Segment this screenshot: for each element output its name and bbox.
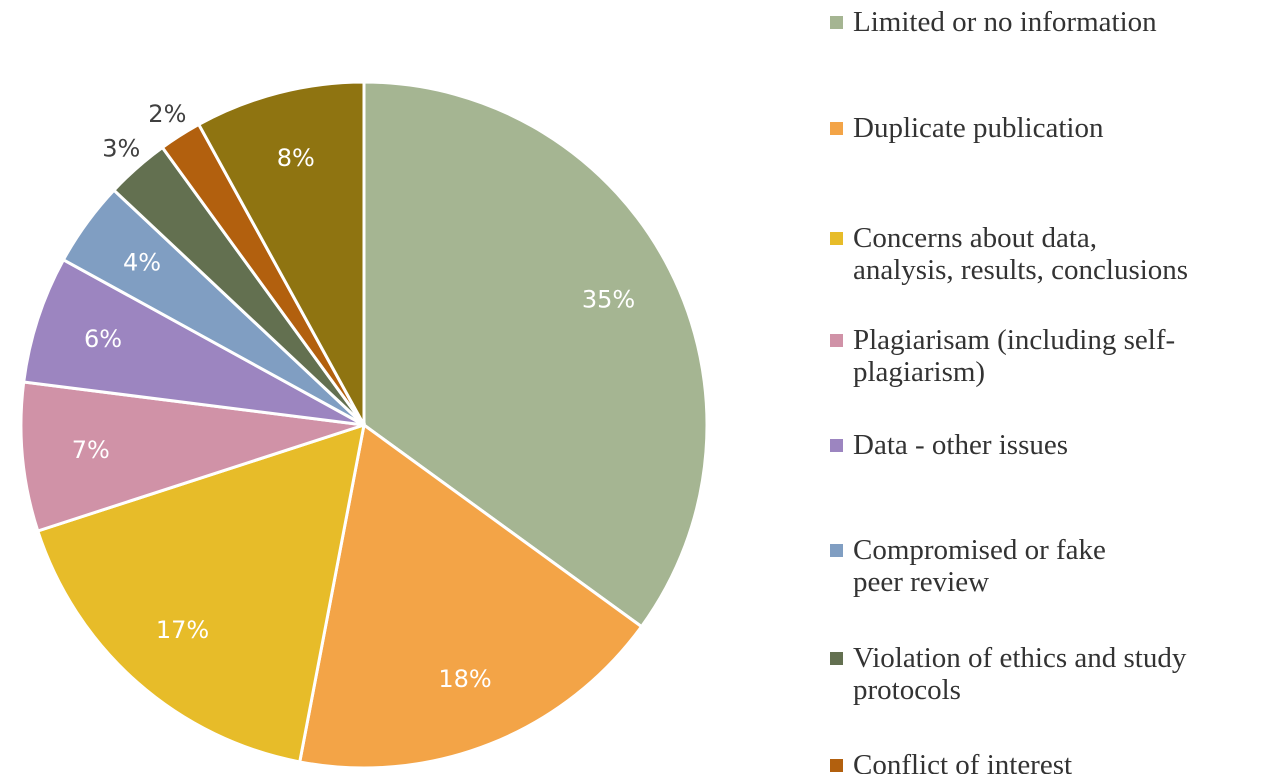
legend-swatch [830,439,843,452]
legend-label: Violation of ethics and study protocols [853,642,1187,706]
pie-slice [196,80,366,426]
legend-label: Data - other issues [853,429,1069,461]
pie-chart: 35% 18% 17% 7% 6% 4% 3% 2% 8% [19,80,709,770]
data-label: 8% [277,144,315,172]
legend-swatch [830,232,843,245]
pie-slice [297,422,644,770]
pie-slice [22,257,365,427]
legend-item: Conflict of interest [830,749,1193,774]
legend-swatch [830,16,843,29]
data-label: 35% [582,285,635,313]
legend-label: Compromised or fake peer review [853,534,1106,598]
legend-item: Concerns about data, analysis, results, … [830,222,1193,286]
legend-label: Plagiarisam (including self-plagiarism) [853,324,1176,388]
pie-slice [19,380,365,533]
data-label: 4% [123,249,161,277]
data-label: 2% [148,100,186,128]
legend-swatch [830,122,843,135]
legend-item: Violation of ethics and study protocols [830,642,1193,706]
pie-slice [35,422,366,764]
legend-label: Conflict of interest [853,749,1073,774]
legend: Limited or no information Duplicate publi… [830,0,1261,774]
legend-item: Data - other issues [830,429,1193,461]
data-label: 17% [156,616,209,644]
legend-label: Duplicate publication [853,112,1104,144]
pie-slice [362,80,709,629]
legend-label: Limited or no information [853,6,1157,38]
data-label: 6% [84,325,122,353]
data-label: 18% [438,665,491,693]
legend-label: Concerns about data, analysis, results, … [853,222,1189,286]
data-label: 7% [72,436,110,464]
legend-swatch [830,544,843,557]
data-label: 3% [102,135,140,163]
legend-swatch [830,334,843,347]
legend-item: Plagiarisam (including self-plagiarism) [830,324,1193,388]
legend-item: Duplicate publication [830,112,1193,144]
legend-item: Limited or no information [830,6,1253,38]
legend-item: Compromised or fake peer review [830,534,1163,598]
legend-swatch [830,652,843,665]
legend-swatch [830,759,843,772]
